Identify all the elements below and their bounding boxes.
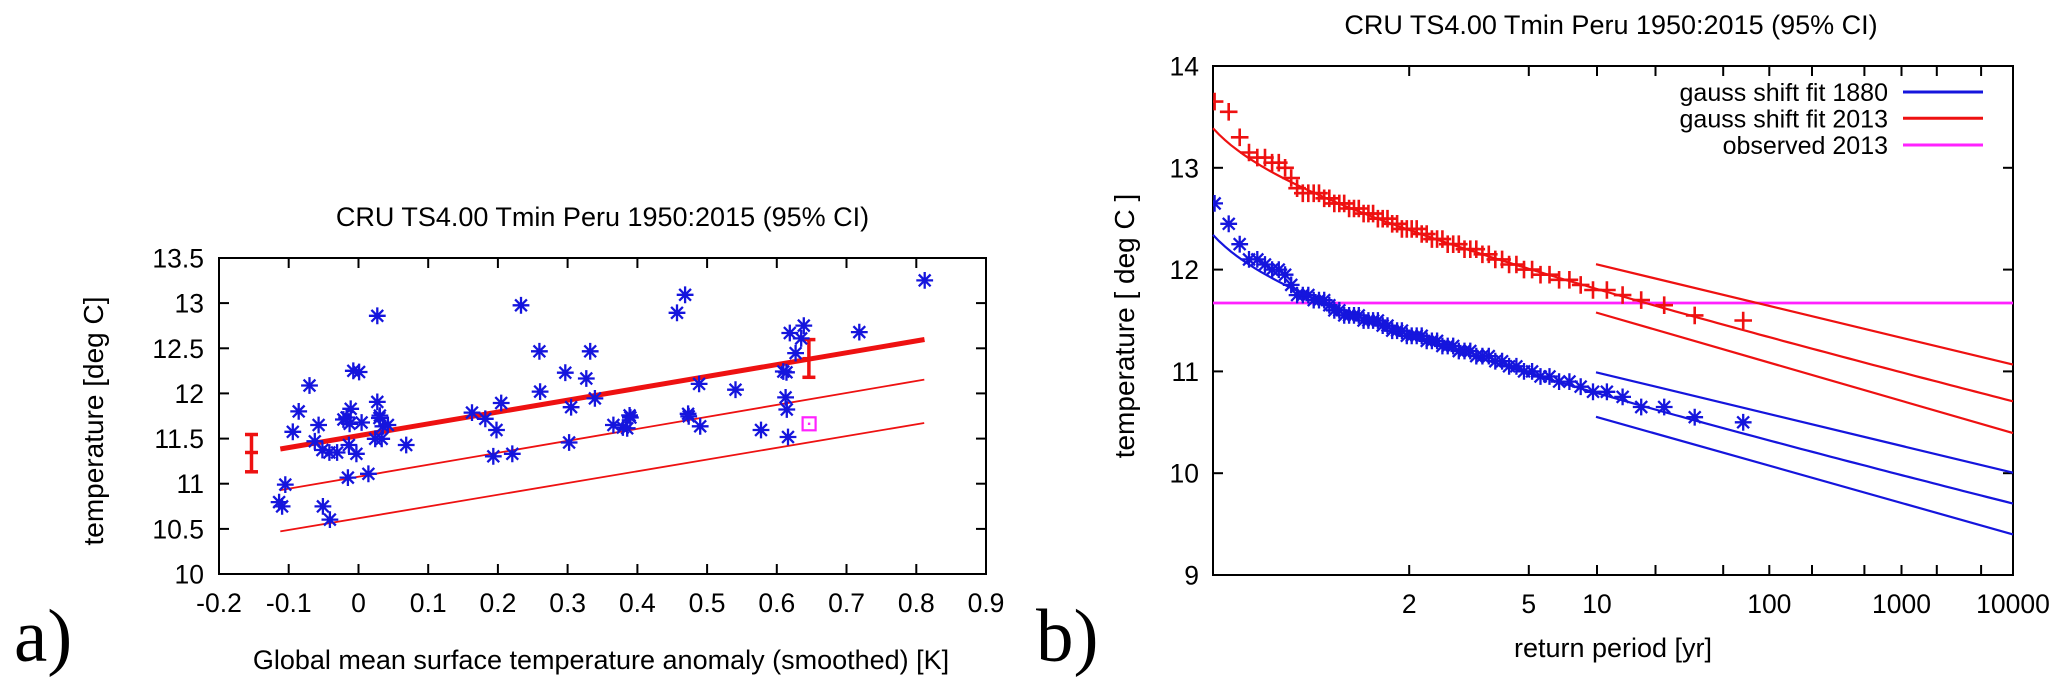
- svg-text:0: 0: [351, 588, 366, 618]
- svg-text:0.1: 0.1: [410, 588, 447, 618]
- svg-text:observed 2013: observed 2013: [1723, 132, 1888, 160]
- svg-text:5: 5: [1521, 589, 1536, 619]
- svg-text:gauss shift fit 2013: gauss shift fit 2013: [1680, 106, 1888, 134]
- svg-text:11: 11: [1171, 357, 1199, 387]
- svg-text:10: 10: [1170, 459, 1199, 489]
- svg-text:10000: 10000: [1976, 589, 2050, 619]
- svg-text:0.5: 0.5: [689, 588, 726, 618]
- svg-text:12: 12: [1170, 255, 1199, 285]
- svg-text:1000: 1000: [1872, 589, 1931, 619]
- svg-text:gauss shift fit 1880: gauss shift fit 1880: [1680, 79, 1888, 107]
- svg-text:2: 2: [1402, 589, 1417, 619]
- svg-text:10: 10: [175, 560, 204, 590]
- svg-text:0.2: 0.2: [479, 588, 516, 618]
- svg-text:0.4: 0.4: [619, 588, 656, 618]
- svg-text:a): a): [14, 595, 72, 678]
- svg-text:return period [yr]: return period [yr]: [1514, 633, 1712, 663]
- svg-text:CRU TS4.00 Tmin Peru 1950:2015: CRU TS4.00 Tmin Peru 1950:2015 (95% CI): [336, 202, 869, 232]
- svg-text:-0.2: -0.2: [196, 588, 242, 618]
- svg-text:CRU TS4.00 Tmin Peru 1950:2015: CRU TS4.00 Tmin Peru 1950:2015 (95% CI): [1344, 10, 1877, 40]
- svg-text:100: 100: [1747, 589, 1791, 619]
- svg-text:13: 13: [1170, 153, 1199, 183]
- svg-text:0.3: 0.3: [549, 588, 586, 618]
- svg-text:12.5: 12.5: [152, 334, 204, 364]
- svg-text:12: 12: [175, 379, 204, 409]
- svg-text:-0.1: -0.1: [266, 588, 312, 618]
- svg-text:0.9: 0.9: [968, 588, 1005, 618]
- svg-text:14: 14: [1170, 52, 1199, 82]
- svg-text:13: 13: [175, 289, 204, 319]
- svg-text:13.5: 13.5: [152, 244, 204, 274]
- svg-text:11.5: 11.5: [154, 424, 204, 454]
- svg-text:0.7: 0.7: [828, 588, 865, 618]
- svg-text:temperature [ deg C ]: temperature [ deg C ]: [1109, 194, 1140, 459]
- svg-text:temperature [deg C]: temperature [deg C]: [78, 296, 109, 545]
- svg-text:9: 9: [1184, 561, 1199, 591]
- svg-text:11: 11: [176, 469, 204, 499]
- svg-text:Global mean surface temperatur: Global mean surface temperature anomaly …: [253, 645, 949, 675]
- svg-text:0.6: 0.6: [758, 588, 795, 618]
- svg-text:0.8: 0.8: [898, 588, 935, 618]
- svg-text:10: 10: [1582, 589, 1611, 619]
- svg-text:b): b): [1036, 595, 1098, 678]
- svg-text:10.5: 10.5: [152, 514, 204, 544]
